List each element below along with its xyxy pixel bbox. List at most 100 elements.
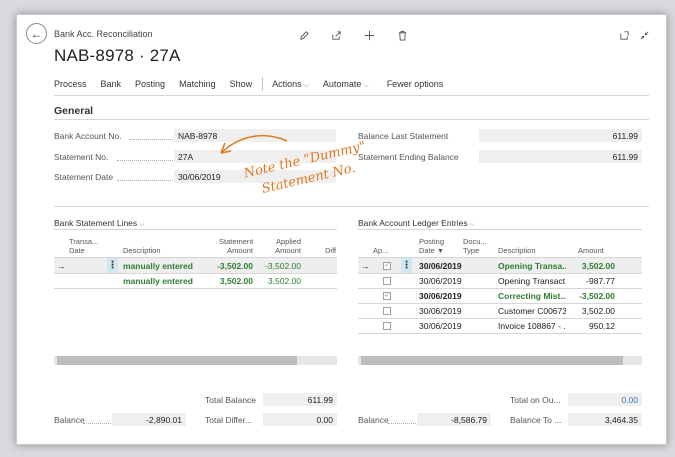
- applied-checkbox[interactable]: [383, 277, 391, 285]
- statement-ending-balance-field[interactable]: 611.99: [479, 150, 642, 163]
- row-description[interactable]: Invoice 108867 - ...: [498, 321, 566, 331]
- total-balance-label: Total Balance: [205, 395, 257, 405]
- row-amount[interactable]: 950.12: [589, 321, 615, 331]
- row-divider: [358, 273, 642, 274]
- balance-last-statement-field[interactable]: 611.99: [479, 129, 642, 142]
- row-divider: [358, 288, 642, 289]
- fewer-options-button[interactable]: Fewer options: [386, 79, 444, 89]
- parts-divider: [54, 206, 649, 207]
- row-divider: [54, 288, 337, 289]
- action-posting[interactable]: Posting: [135, 79, 166, 89]
- col-header-line: Docu...: [463, 237, 487, 246]
- action-bar: Process Bank Posting Matching Show Actio…: [54, 76, 457, 92]
- row-posting-date[interactable]: 30/06/2019: [419, 321, 462, 331]
- row-amount[interactable]: 3,502.00: [581, 306, 615, 316]
- row-actions-menu[interactable]: ⋮: [107, 258, 118, 273]
- bank-account-ledger-entries-title[interactable]: Bank Account Ledger Entries: [358, 218, 475, 229]
- total-balance-field: 611.99: [263, 393, 337, 406]
- total-outstanding-field[interactable]: 0.00: [568, 393, 642, 406]
- action-process[interactable]: Process: [54, 79, 87, 89]
- row-actions-menu[interactable]: ⋮: [401, 258, 412, 273]
- total-difference-field: 0.00: [263, 413, 337, 426]
- col-header-line: Applied: [275, 237, 301, 246]
- row-posting-date[interactable]: 30/06/2019: [419, 276, 462, 286]
- left-scrollbar-thumb[interactable]: [57, 356, 297, 365]
- row-statement-amount[interactable]: -3,502.00: [217, 261, 253, 271]
- row-posting-date[interactable]: 30/06/2019: [419, 261, 462, 271]
- row-description[interactable]: manually entered: [123, 276, 193, 286]
- row-amount[interactable]: -987.77: [586, 276, 615, 286]
- action-bank[interactable]: Bank: [100, 79, 122, 89]
- action-show[interactable]: Show: [229, 79, 253, 89]
- delete-button[interactable]: [395, 28, 409, 42]
- more-vertical-icon: ⋮: [401, 260, 412, 271]
- statement-no-field[interactable]: 27A: [174, 150, 336, 163]
- applied-checkbox[interactable]: ✓: [383, 292, 391, 300]
- breadcrumb: Bank Acc. Reconciliation: [54, 29, 153, 39]
- statement-date-label: Statement Date: [54, 172, 114, 182]
- row-description[interactable]: Customer C006734: [498, 306, 566, 316]
- col-transaction-date[interactable]: Transa... Date: [69, 237, 98, 255]
- right-scrollbar-thumb[interactable]: [361, 356, 623, 365]
- row-divider: [358, 333, 642, 334]
- col-header-line: Date ▼: [419, 246, 444, 256]
- open-new-window-icon: [619, 30, 629, 40]
- action-automate-menu[interactable]: Automate: [323, 79, 369, 90]
- row-posting-date[interactable]: 30/06/2019: [419, 306, 462, 316]
- general-divider: [54, 119, 649, 120]
- grid-header-divider: [358, 257, 642, 258]
- col-statement-amount[interactable]: Statement Amount: [219, 237, 253, 255]
- row-amount[interactable]: -3,502.00: [579, 291, 615, 301]
- col-difference[interactable]: Diff: [325, 246, 337, 255]
- action-actions-menu[interactable]: Actions: [272, 79, 309, 90]
- open-new-window-button[interactable]: [617, 28, 631, 42]
- table-row[interactable]: [358, 258, 642, 273]
- total-outstanding-label: Total on Ou...: [510, 395, 561, 405]
- share-button[interactable]: [329, 28, 343, 42]
- action-divider: [262, 77, 264, 91]
- balance-label: Balance: [54, 415, 85, 425]
- actionbar-divider: [54, 95, 649, 96]
- bank-statement-lines-title[interactable]: Bank Statement Lines: [54, 218, 144, 229]
- col-document-type[interactable]: Docu... Type: [463, 237, 487, 255]
- col-description[interactable]: Description: [123, 246, 161, 255]
- row-applied-amount[interactable]: 3,502.00: [267, 276, 301, 286]
- row-amount[interactable]: 3,502.00: [581, 261, 615, 271]
- row-description[interactable]: Correcting Mist...: [498, 291, 566, 301]
- edit-button[interactable]: [297, 28, 311, 42]
- row-statement-amount[interactable]: 3,502.00: [219, 276, 253, 286]
- row-divider: [358, 303, 642, 304]
- collapse-button[interactable]: [637, 28, 651, 42]
- right-part-divider: [358, 229, 642, 230]
- back-button[interactable]: ←: [26, 23, 47, 44]
- plus-icon: [364, 30, 374, 40]
- new-button[interactable]: [362, 28, 376, 42]
- share-icon: [331, 30, 341, 40]
- col-applied-amount[interactable]: Applied Amount: [269, 237, 301, 255]
- row-description[interactable]: Opening Transact...: [498, 276, 566, 286]
- row-description[interactable]: Opening Transa...: [498, 261, 566, 271]
- row-applied-amount[interactable]: -3,502.00: [265, 261, 301, 271]
- applied-checkbox[interactable]: [383, 322, 391, 330]
- right-balance-label: Balance: [358, 415, 389, 425]
- col-header-line: Date: [69, 246, 85, 255]
- col-header-text: Date: [419, 246, 435, 255]
- statement-no-label: Statement No.: [54, 152, 109, 162]
- col-posting-date[interactable]: Posting Date ▼: [419, 237, 444, 256]
- page-frame: ← Bank Acc. Reconciliation NAB-8978 · 27…: [16, 14, 667, 445]
- row-posting-date[interactable]: 30/06/2019: [419, 291, 462, 301]
- statement-date-field[interactable]: 30/06/2019: [174, 170, 336, 183]
- collapse-icon: [640, 31, 648, 39]
- col-amount[interactable]: Amount: [578, 246, 604, 255]
- total-difference-label: Total Differ...: [205, 415, 253, 425]
- row-description[interactable]: manually entered: [123, 261, 193, 271]
- applied-checkbox[interactable]: [383, 307, 391, 315]
- left-part-divider: [54, 229, 337, 230]
- col-description[interactable]: Description: [498, 246, 536, 255]
- trash-icon: [398, 30, 406, 41]
- applied-checkbox[interactable]: ✓: [383, 262, 391, 270]
- col-applied[interactable]: Ap...: [373, 246, 389, 255]
- table-row[interactable]: [54, 258, 337, 273]
- col-header-line: Amount: [275, 246, 301, 255]
- action-matching[interactable]: Matching: [179, 79, 216, 89]
